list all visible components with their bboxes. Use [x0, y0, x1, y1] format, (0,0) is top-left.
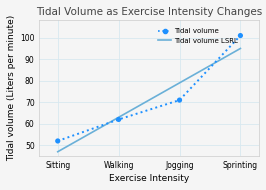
Y-axis label: Tidal volume (Liters per minute): Tidal volume (Liters per minute) — [7, 15, 16, 161]
Point — [117, 118, 121, 121]
Point — [56, 139, 60, 142]
Point — [238, 34, 243, 37]
Legend: Tidal volume, Tidal volume LSRL: Tidal volume, Tidal volume LSRL — [157, 27, 239, 45]
Point — [177, 99, 182, 102]
X-axis label: Exercise Intensity: Exercise Intensity — [109, 174, 189, 183]
Title: Tidal Volume as Exercise Intensity Changes: Tidal Volume as Exercise Intensity Chang… — [36, 7, 262, 17]
